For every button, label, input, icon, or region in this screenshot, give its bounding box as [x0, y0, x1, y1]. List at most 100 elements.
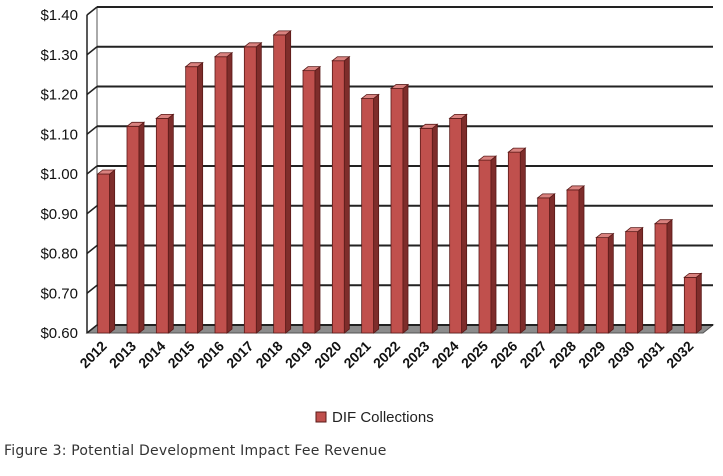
bar-front	[625, 231, 639, 334]
x-tick-label: 2028	[546, 338, 579, 371]
gridline-depth	[86, 284, 98, 294]
bar-front	[155, 117, 169, 334]
bar-top	[125, 121, 146, 127]
legend-swatch	[315, 411, 327, 423]
gridline-depth	[86, 205, 98, 215]
x-tick-label: 2016	[194, 338, 227, 371]
bar	[125, 121, 146, 334]
bar-front	[243, 46, 257, 334]
bar-side	[197, 61, 204, 334]
x-tick-label: 2032	[663, 338, 696, 371]
x-axis-ticks: 2012201320142015201620172018201920202021…	[76, 338, 696, 371]
bar-top	[96, 169, 116, 175]
y-axis-ticks: $0.60 $0.70 $0.80 $0.90 $1.00 $1.10 $1.20 $1.30…	[40, 7, 78, 342]
bar-top	[536, 193, 556, 199]
y-tick-label: $1.10	[40, 126, 78, 143]
y-tick-label: $1.40	[40, 7, 78, 24]
bar-side	[226, 51, 233, 334]
bar	[243, 41, 263, 334]
bar-side	[461, 113, 468, 334]
bar-side	[138, 121, 145, 334]
bar	[448, 113, 468, 334]
bar	[507, 147, 527, 334]
y-tick-label: $1.30	[40, 47, 78, 64]
x-tick-label: 2017	[223, 338, 256, 371]
x-tick-label: 2021	[340, 338, 373, 371]
bar-front	[419, 127, 433, 334]
y-tick-label: $1.20	[40, 87, 78, 104]
bar	[653, 218, 674, 334]
y-tick-label: $1.00	[40, 166, 78, 183]
bar	[624, 226, 644, 334]
figure-caption: Figure 3: Potential Development Impact F…	[4, 443, 387, 459]
bar-top	[184, 62, 204, 68]
bar-top	[419, 123, 439, 129]
bar-top	[243, 42, 263, 48]
bar-front	[185, 66, 199, 334]
x-tick-label: 2020	[311, 338, 344, 371]
bar-top	[595, 233, 615, 239]
x-tick-label: 2022	[370, 338, 403, 371]
bar-side	[549, 193, 556, 334]
x-tick-label: 2027	[516, 338, 549, 371]
bar-side	[343, 55, 350, 334]
bar-side	[109, 169, 116, 334]
bar-top	[213, 52, 234, 58]
bar	[184, 61, 204, 334]
bar-front	[537, 197, 551, 334]
bar-front	[683, 276, 697, 334]
x-tick-label: 2018	[252, 338, 285, 371]
bar-chart: $0.60 $0.70 $0.80 $0.90 $1.00 $1.10 $1.20 $1.30…	[40, 5, 715, 426]
bar-side	[255, 41, 262, 334]
x-tick-label: 2030	[604, 338, 637, 371]
bar	[213, 51, 234, 334]
bar-top	[477, 155, 498, 161]
bar	[96, 169, 116, 334]
bar	[360, 93, 380, 334]
x-tick-label: 2029	[575, 338, 608, 371]
bar-front	[331, 60, 345, 334]
y-tick-label: $0.90	[40, 206, 78, 223]
bar-front	[390, 88, 404, 334]
bar-front	[97, 173, 111, 334]
bar-top	[155, 113, 175, 119]
x-tick-label: 2012	[76, 338, 109, 371]
bar	[595, 232, 615, 334]
gridline-depth	[86, 244, 98, 255]
bar-side	[490, 155, 497, 334]
bar-top	[272, 30, 292, 36]
bar-top	[331, 56, 351, 62]
bar-front	[126, 125, 140, 334]
bars	[96, 30, 703, 334]
bar-front	[478, 159, 492, 334]
x-tick-label: 2024	[428, 338, 461, 371]
x-tick-label: 2015	[164, 338, 197, 371]
bar-side	[607, 232, 614, 334]
x-tick-label: 2023	[399, 338, 432, 371]
bar-side	[637, 226, 644, 334]
bar-front	[595, 237, 609, 334]
bar-front	[361, 98, 375, 334]
bar-top	[507, 147, 527, 153]
x-tick-label: 2031	[634, 338, 667, 371]
bar-side	[373, 93, 380, 334]
bar	[683, 272, 703, 334]
bar-top	[653, 219, 674, 225]
bar	[419, 123, 439, 334]
bar-front	[507, 151, 521, 334]
x-tick-label: 2013	[106, 338, 139, 371]
gridline-depth	[86, 85, 98, 96]
x-tick-label: 2019	[282, 338, 315, 371]
bar-side	[578, 185, 585, 334]
bar	[565, 185, 586, 334]
x-tick-label: 2026	[487, 338, 520, 371]
bar-front	[302, 70, 316, 334]
bar	[477, 155, 498, 334]
bar-side	[431, 123, 438, 334]
bar-side	[666, 218, 673, 334]
legend: DIF Collections	[315, 409, 434, 426]
bar	[331, 55, 351, 334]
bar-side	[285, 30, 292, 334]
gridline-depth	[86, 46, 98, 56]
bar	[272, 30, 292, 334]
